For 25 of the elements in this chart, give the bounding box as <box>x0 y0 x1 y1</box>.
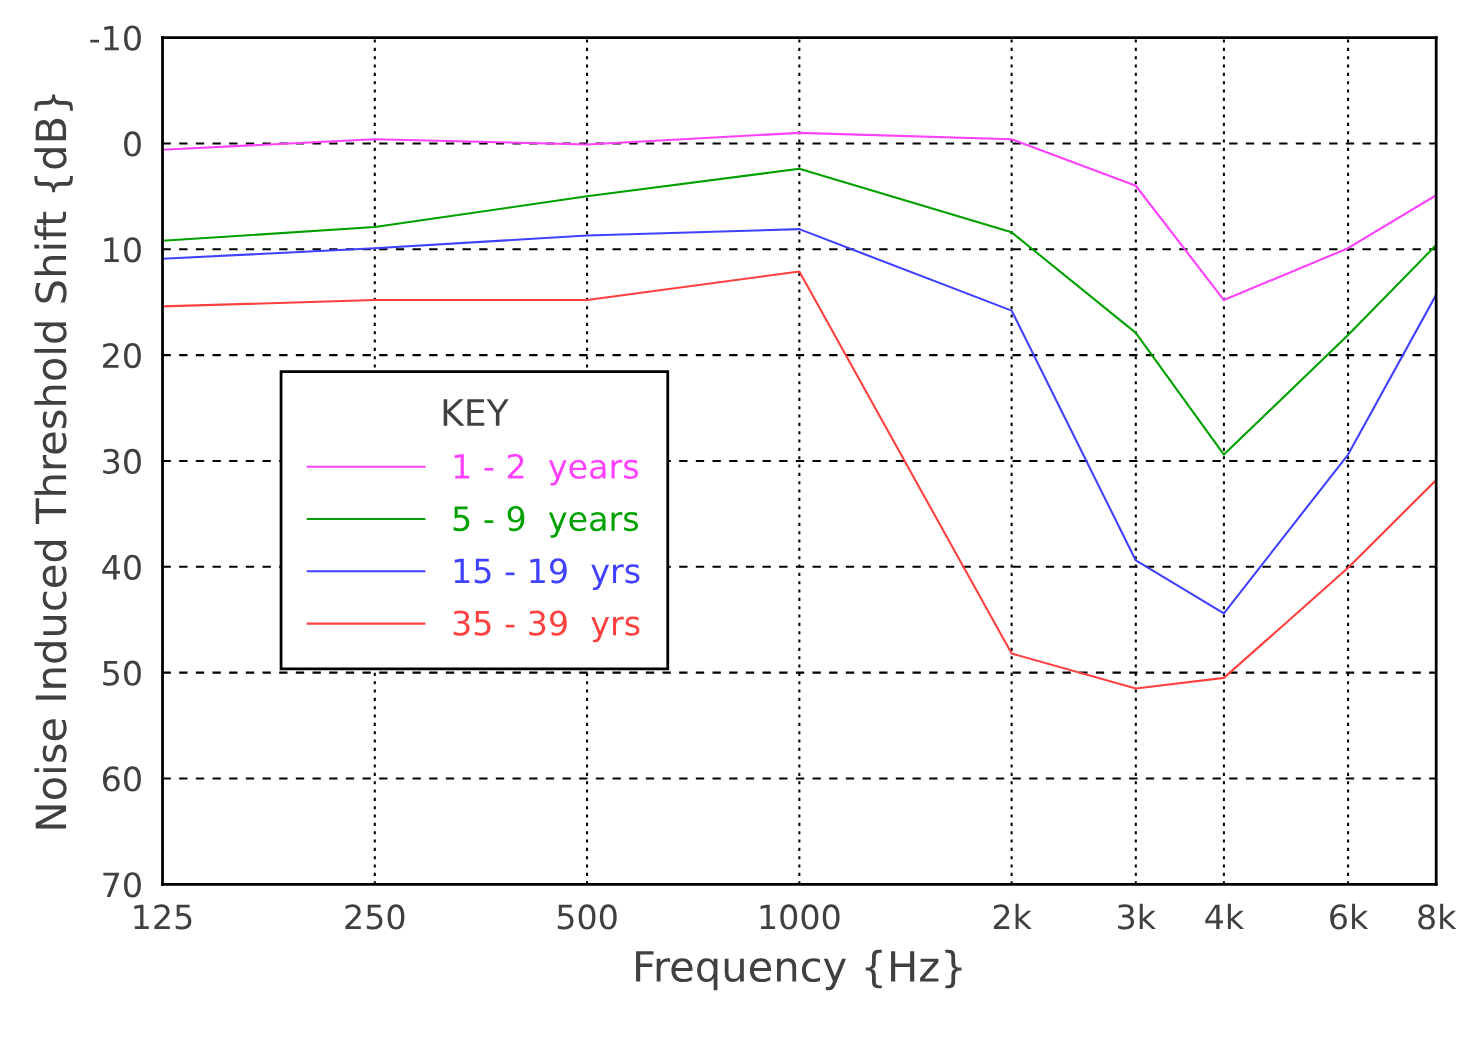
legend-label: 1 - 2 years <box>454 453 638 486</box>
x-tick-label: 6k <box>1330 903 1369 930</box>
legend-label: 15 - 19 yrs <box>454 558 640 590</box>
legend-title: KEY <box>443 399 509 426</box>
y-tick-label: 50 <box>103 660 141 686</box>
x-tick-label: 500 <box>557 904 617 930</box>
legend-label: 5 - 9 years <box>453 506 638 538</box>
y-tick-label: 40 <box>102 554 141 580</box>
y-tick-label: 60 <box>102 766 141 792</box>
x-axis-title: Frequency {Hz} <box>636 949 962 991</box>
y-tick-label: 70 <box>103 872 141 898</box>
y-tick-label: 0 <box>124 131 141 157</box>
x-tick-label: 250 <box>345 904 405 930</box>
y-tick-label: 20 <box>103 343 141 369</box>
x-tick-label: 125 <box>134 904 192 930</box>
x-tick-label: 1000 <box>760 904 840 930</box>
legend-label: 35 - 39 yrs <box>453 610 640 643</box>
y-axis-title: Noise Induced Threshold Shift {dB} <box>34 94 73 829</box>
y-tick-label: -10 <box>90 25 141 51</box>
y-tick-label: 30 <box>103 448 141 475</box>
x-tick-label: 2k <box>993 903 1032 930</box>
y-tick-label: 10 <box>104 237 141 263</box>
x-tick-label: 4k <box>1205 903 1245 930</box>
x-tick-label: 8k <box>1418 903 1457 930</box>
x-tick-label: 3k <box>1118 903 1156 930</box>
